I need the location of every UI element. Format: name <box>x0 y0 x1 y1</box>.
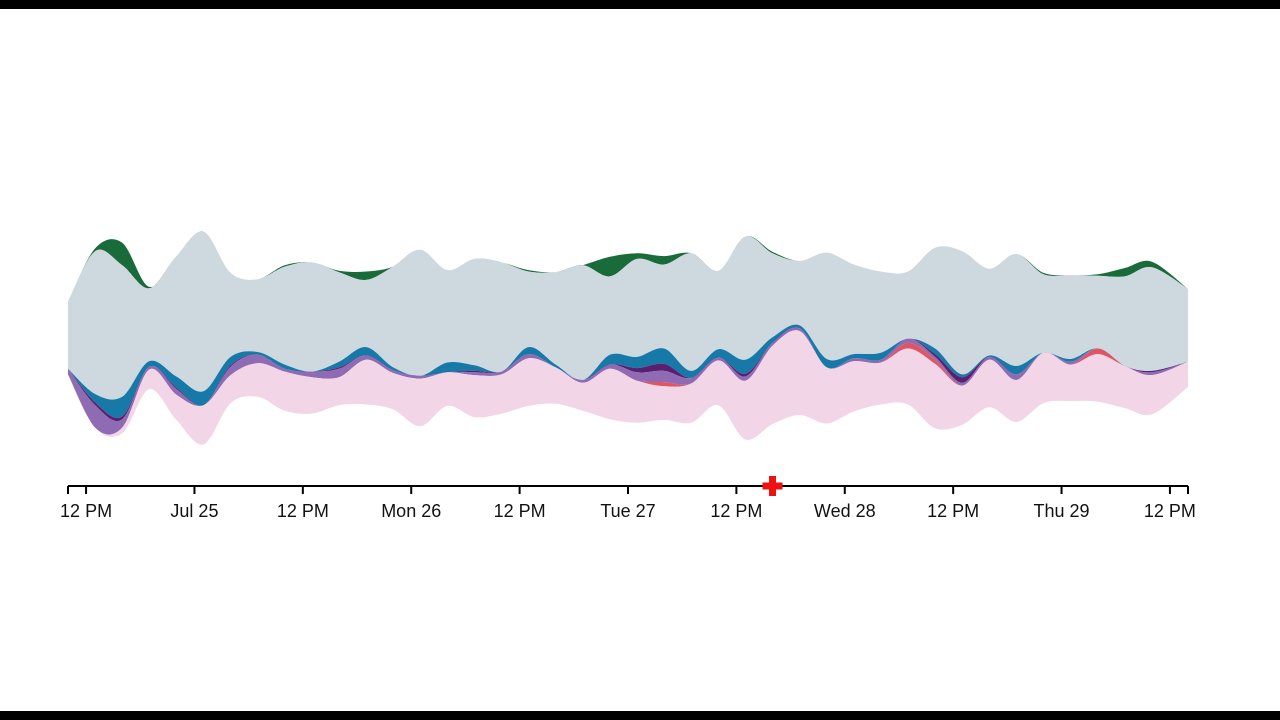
x-tick-label: 12 PM <box>1144 501 1196 521</box>
plus-icon[interactable] <box>762 476 783 496</box>
x-tick-label: 12 PM <box>60 501 112 521</box>
x-tick-label: Mon 26 <box>381 501 441 521</box>
event-marker[interactable] <box>762 476 783 496</box>
x-tick-label: 12 PM <box>277 501 329 521</box>
stream-layer-2[interactable] <box>68 231 1188 400</box>
stream-layers <box>68 231 1188 445</box>
x-axis: 12 PM Jul 25 12 PM Mon 26 12 PM Tue 27 12 PM We… <box>60 485 1196 521</box>
letterbox-top <box>0 0 1280 9</box>
letterbox-bottom <box>0 711 1280 720</box>
x-tick-label: Tue 27 <box>600 501 655 521</box>
x-tick-label: Jul 25 <box>170 501 218 521</box>
x-tick-label: Thu 29 <box>1034 501 1090 521</box>
x-tick-label: 12 PM <box>494 501 546 521</box>
x-tick-label: 12 PM <box>927 501 979 521</box>
x-tick-label: 12 PM <box>710 501 762 521</box>
x-tick-label: Wed 28 <box>814 501 876 521</box>
stream-layer-7[interactable] <box>68 330 1188 445</box>
